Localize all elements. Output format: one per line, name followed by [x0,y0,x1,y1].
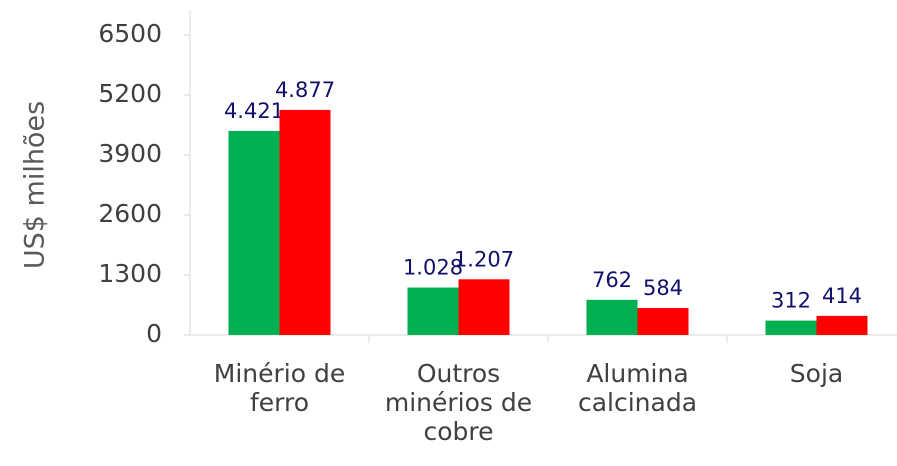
bar [765,320,817,335]
bar [279,109,331,336]
value-label: 762 [592,268,632,292]
bar [816,315,868,335]
value-label: 1.207 [454,247,514,271]
value-label: 1.028 [403,256,463,280]
x-tick-label: Outros minérios de cobre [384,359,533,446]
y-tick-label: 0 [146,319,162,348]
y-tick-label: 2600 [98,199,162,228]
value-label: 4.877 [275,78,335,102]
value-label: 4.421 [224,99,284,123]
y-tick-label: 1300 [98,259,162,288]
y-axis-label: US$ milhões [20,101,51,269]
value-label: 312 [771,289,811,313]
value-label: 414 [822,284,862,308]
bar [228,130,280,335]
bar [637,308,689,335]
y-tick-label: 3900 [98,139,162,168]
bar [407,287,459,335]
x-tick-label: Alumina calcinada [577,359,698,417]
bar [586,299,638,335]
y-tick-label: 6500 [98,19,162,48]
y-tick-label: 5200 [98,79,162,108]
x-tick-label: Soja [789,359,844,388]
value-label: 584 [643,276,683,300]
x-tick-label: Minério de ferro [213,359,346,417]
bar [458,279,510,335]
